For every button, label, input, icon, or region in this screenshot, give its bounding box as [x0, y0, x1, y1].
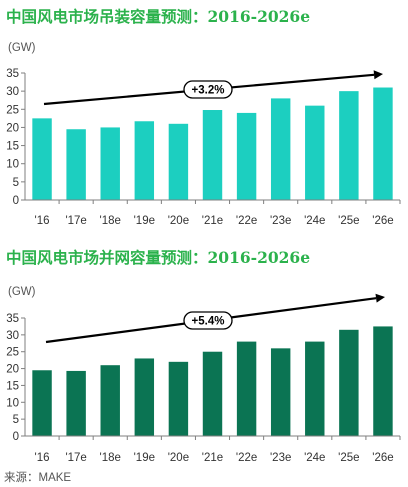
bar — [270, 98, 291, 200]
bar — [100, 365, 120, 436]
y-tick-label: 5 — [13, 414, 19, 426]
x-tick-label: '26e — [372, 452, 393, 464]
bar — [373, 326, 393, 436]
bar — [168, 361, 189, 436]
x-tick-label: '25e — [338, 452, 359, 464]
x-tick-label: '25e — [338, 215, 359, 227]
y-axis-unit-installation: (GW) — [8, 42, 36, 54]
x-tick-label: '19e — [134, 452, 155, 464]
y-tick-label: 25 — [6, 104, 19, 116]
bar — [168, 123, 189, 200]
x-tick-label: '22e — [236, 452, 257, 464]
cagr-badge — [183, 311, 233, 330]
x-tick-label: '21e — [202, 215, 223, 227]
grid-connection-bar-chart: 0 5 10 15 20 25 30 35 '16 '17e '18e '19e '20e '21e '22… — [6, 293, 401, 464]
y-tick-label: 30 — [6, 86, 19, 98]
bar — [100, 127, 120, 200]
bar — [66, 129, 86, 200]
bar — [202, 351, 223, 436]
y-axis-unit-grid-connection: (GW) — [8, 286, 36, 298]
chart-title-installation: 中国风电市场吊装容量预测：2016-2026e — [6, 7, 311, 26]
y-tick-label: 0 — [13, 195, 19, 207]
x-tick-label: '22e — [236, 215, 257, 227]
bar — [305, 105, 325, 200]
x-tick-label: '18e — [100, 452, 121, 464]
bar — [373, 87, 393, 200]
chart-title-grid-connection: 中国风电市场并网容量预测：2016-2026e — [6, 248, 311, 267]
bar — [66, 370, 86, 436]
y-tick-label: 15 — [6, 380, 19, 392]
trend-arrow-head — [375, 293, 385, 303]
x-tick-label: '23e — [270, 215, 291, 227]
x-tick-label: '26e — [372, 215, 393, 227]
y-tick-label: 0 — [13, 431, 19, 443]
bar — [32, 370, 52, 436]
bar — [270, 348, 291, 436]
y-tick-label: 10 — [6, 397, 19, 409]
x-tick-label: '16 — [35, 215, 50, 227]
x-tick-label: '16 — [35, 452, 50, 464]
x-tick-label: '17e — [65, 452, 86, 464]
y-tick-label: 25 — [6, 347, 19, 359]
y-tick-label: 20 — [6, 364, 19, 376]
bar — [134, 358, 155, 436]
x-tick-label: '23e — [270, 452, 291, 464]
x-tick-label: '17e — [65, 215, 86, 227]
cagr-label: +3.2% — [192, 85, 225, 97]
source-note: 来源：MAKE — [4, 472, 72, 484]
bar — [236, 341, 257, 436]
bar — [202, 110, 223, 200]
x-tick-label: '21e — [202, 452, 223, 464]
y-tick-label: 10 — [6, 159, 19, 171]
x-tick-label: '24e — [304, 452, 325, 464]
x-tick-label: '19e — [134, 215, 155, 227]
x-tick-label: '24e — [304, 215, 325, 227]
trend-arrow-head — [373, 70, 383, 80]
x-tick-label: '20e — [168, 452, 189, 464]
bar — [305, 341, 325, 436]
installation-bar-chart: 0 5 10 15 20 25 30 35 '16 '17e '18e '19e '20e '21e '22… — [6, 68, 401, 227]
bar — [339, 329, 359, 436]
bar — [236, 112, 257, 200]
y-tick-label: 35 — [6, 313, 19, 325]
y-tick-label: 30 — [6, 330, 19, 342]
bar — [339, 91, 359, 200]
y-tick-label: 20 — [6, 122, 19, 134]
y-tick-label: 5 — [13, 177, 19, 189]
y-tick-label: 15 — [6, 141, 19, 153]
cagr-label: +5.4% — [192, 316, 225, 328]
y-tick-label: 35 — [6, 68, 19, 80]
x-tick-label: '18e — [100, 215, 121, 227]
bar — [134, 121, 155, 200]
x-tick-label: '20e — [168, 215, 189, 227]
bar — [32, 118, 52, 200]
cagr-badge — [183, 80, 233, 99]
